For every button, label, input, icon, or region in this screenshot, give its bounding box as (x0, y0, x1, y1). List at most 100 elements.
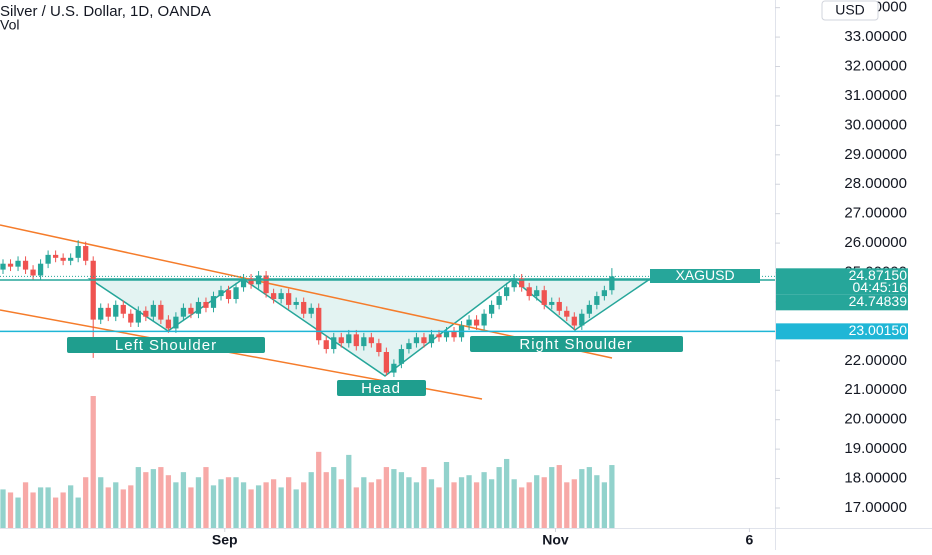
candle-body (98, 307, 104, 320)
volume-bar (37, 487, 44, 528)
y-tick-label: 21.00000 (844, 381, 907, 398)
volume-bar (128, 485, 134, 528)
volume-bar (323, 472, 329, 528)
volume-bar (68, 485, 74, 528)
y-tick-label: 29.00000 (844, 146, 907, 163)
y-tick-label: 28.00000 (844, 175, 907, 192)
volume-bar (203, 467, 209, 528)
candle-body (195, 301, 202, 314)
candle-body (534, 290, 540, 297)
candle-body (120, 304, 126, 314)
candle-body (83, 246, 89, 261)
volume-bar (278, 487, 284, 528)
annotation: Head (361, 380, 401, 397)
candle-body (594, 296, 600, 305)
currency-label[interactable]: USD (835, 2, 865, 18)
x-tick-label: Sep (212, 532, 238, 548)
volume-bar (353, 487, 359, 528)
countdown: 04:45:16 (853, 279, 908, 295)
volume-bar (308, 472, 314, 528)
volume-bar (316, 451, 322, 528)
price-tag (776, 294, 908, 311)
chart-subtitle: Vol (0, 17, 19, 33)
volume-bar (135, 467, 141, 528)
candle-body (173, 316, 179, 329)
candle-body (248, 278, 254, 285)
chart-title: Silver / U.S. Dollar, 1D, OANDA (0, 3, 211, 20)
candle-body (376, 343, 382, 352)
y-tick-label: 30.00000 (844, 116, 907, 133)
candle-body (203, 301, 209, 308)
trend-line (0, 224, 613, 359)
candle-body (481, 313, 487, 326)
volume-bar (52, 497, 59, 528)
candle-body (579, 313, 585, 326)
candle-body (188, 307, 194, 314)
candle-body (105, 307, 111, 317)
candle-body (7, 263, 14, 267)
candle-body (45, 254, 51, 264)
volume-bar (210, 485, 217, 528)
currency-button[interactable] (821, 0, 879, 21)
volume-bar (406, 477, 412, 528)
candle-body (60, 257, 66, 261)
candle-body (413, 337, 420, 344)
candle-body (218, 290, 224, 297)
volume-bar (609, 465, 615, 528)
annotation: Right Shoulder (519, 336, 632, 353)
candle-body (15, 260, 21, 267)
candle-body (601, 290, 607, 297)
candle-body (75, 246, 81, 258)
annotation-box (470, 336, 683, 352)
y-tick-label: 22.00000 (844, 352, 907, 369)
candle-body (180, 307, 187, 317)
volume-bar (398, 472, 405, 528)
volume-bar (255, 485, 262, 528)
price-tag (776, 323, 908, 340)
volume-bar (564, 482, 570, 528)
volume-bar (301, 482, 307, 528)
volume-bar (75, 497, 81, 528)
candle-body (308, 307, 314, 314)
candle-body (165, 319, 172, 329)
volume-bar (143, 472, 149, 528)
x-tick-label: Nov (542, 532, 569, 548)
candle-body (331, 337, 337, 350)
candle-body (361, 337, 367, 347)
volume-bar (105, 487, 111, 528)
pattern-shade (240, 278, 516, 377)
candle-body (443, 331, 450, 338)
volume-bar (83, 477, 89, 528)
volume-bar (451, 482, 457, 528)
y-tick-label: 32.00000 (844, 57, 907, 74)
volume-bar (240, 482, 247, 528)
candle-body (278, 293, 284, 300)
volume-bar (90, 396, 96, 528)
annotation-box (337, 380, 426, 396)
volume-bar (496, 467, 502, 528)
candle-body (113, 304, 119, 317)
y-tick-label: 20.00000 (844, 411, 907, 428)
volume-bar (165, 475, 172, 528)
candle-body (428, 334, 435, 344)
x-tick-label: 6 (746, 532, 754, 548)
volume-bar (248, 489, 254, 528)
candle-body (68, 257, 74, 261)
candle-body (0, 263, 6, 270)
volume-bar (458, 477, 465, 528)
candle-body (301, 301, 307, 314)
candle-body (210, 296, 217, 308)
candle-body (22, 260, 29, 270)
volume-bar (421, 467, 427, 528)
volume-bar (150, 469, 156, 528)
volume-bar (428, 479, 435, 528)
volume-bar (270, 479, 277, 528)
volume-bar (286, 477, 292, 528)
volume-bar (488, 479, 495, 528)
candle-body (346, 334, 352, 344)
volume-bar (391, 469, 397, 528)
candle-body (338, 337, 344, 344)
candle-body (37, 263, 44, 276)
volume-bar (293, 489, 299, 528)
symbol-box (650, 269, 760, 283)
